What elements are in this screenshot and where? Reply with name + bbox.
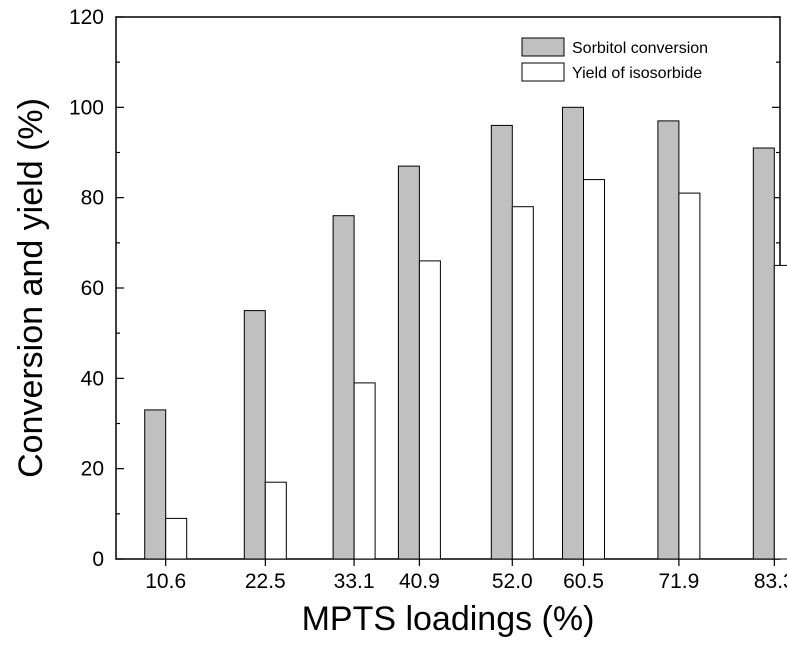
sorbitol-conversion-bar-5 — [562, 106, 584, 560]
y-axis-title: Conversion and yield (%) — [12, 98, 50, 478]
legend-label-sorbitol-conversion: Sorbitol conversion — [572, 40, 708, 57]
yield-of-isosorbide-bar-1 — [264, 481, 287, 560]
y-tick-label: 100 — [69, 96, 104, 119]
y-tick-label: 20 — [81, 458, 104, 481]
x-tick-label: 52.0 — [492, 570, 533, 593]
yield-of-isosorbide-bar-3 — [418, 260, 441, 560]
x-axis-title: MPTS loadings (%) — [302, 600, 595, 638]
x-tick-label: 33.1 — [334, 570, 375, 593]
sorbitol-conversion-bar-0 — [144, 409, 167, 560]
yield-of-isosorbide-bar-4 — [511, 206, 534, 560]
y-tick-label: 80 — [81, 187, 104, 210]
yield-of-isosorbide-bar-6 — [678, 192, 701, 560]
sorbitol-conversion-bar-4 — [490, 124, 513, 560]
bars — [144, 106, 787, 560]
sorbitol-conversion-bar-2 — [332, 215, 355, 560]
x-tick-label: 10.6 — [145, 570, 186, 593]
yield-of-isosorbide-bar-7 — [773, 264, 787, 560]
sorbitol-conversion-bar-6 — [657, 120, 680, 560]
x-tick-label: 71.9 — [658, 570, 699, 593]
sorbitol-conversion-bar-3 — [397, 165, 420, 560]
x-tick-labels: 10.6 22.5 33.1 40.9 52.0 60.5 71.9 83.3 — [145, 570, 787, 593]
x-tick-label: 60.5 — [563, 570, 604, 593]
y-tick-labels: 0 20 40 60 80 100 120 — [69, 6, 104, 571]
legend-label-yield-of-isosorbide: Yield of isosorbide — [572, 65, 702, 82]
y-tick-label: 0 — [92, 548, 104, 571]
sorbitol-conversion-bar-1 — [243, 310, 266, 560]
x-tick-label: 22.5 — [245, 570, 286, 593]
yield-of-isosorbide-bar-0 — [165, 517, 188, 560]
legend-swatch-sorbitol-conversion — [521, 37, 565, 57]
legend: Sorbitol conversion Yield of isosorbide — [521, 37, 708, 82]
yield-of-isosorbide-bar-5 — [583, 179, 605, 560]
y-tick-label: 120 — [69, 6, 104, 29]
yield-of-isosorbide-bar-2 — [353, 382, 376, 560]
x-tick-label: 83.3 — [754, 570, 787, 593]
y-tick-label: 60 — [81, 277, 104, 300]
y-tick-label: 40 — [81, 367, 104, 390]
sorbitol-conversion-bar-7 — [752, 147, 775, 560]
legend-swatch-yield-of-isosorbide — [521, 62, 565, 82]
x-tick-label: 40.9 — [399, 570, 440, 593]
